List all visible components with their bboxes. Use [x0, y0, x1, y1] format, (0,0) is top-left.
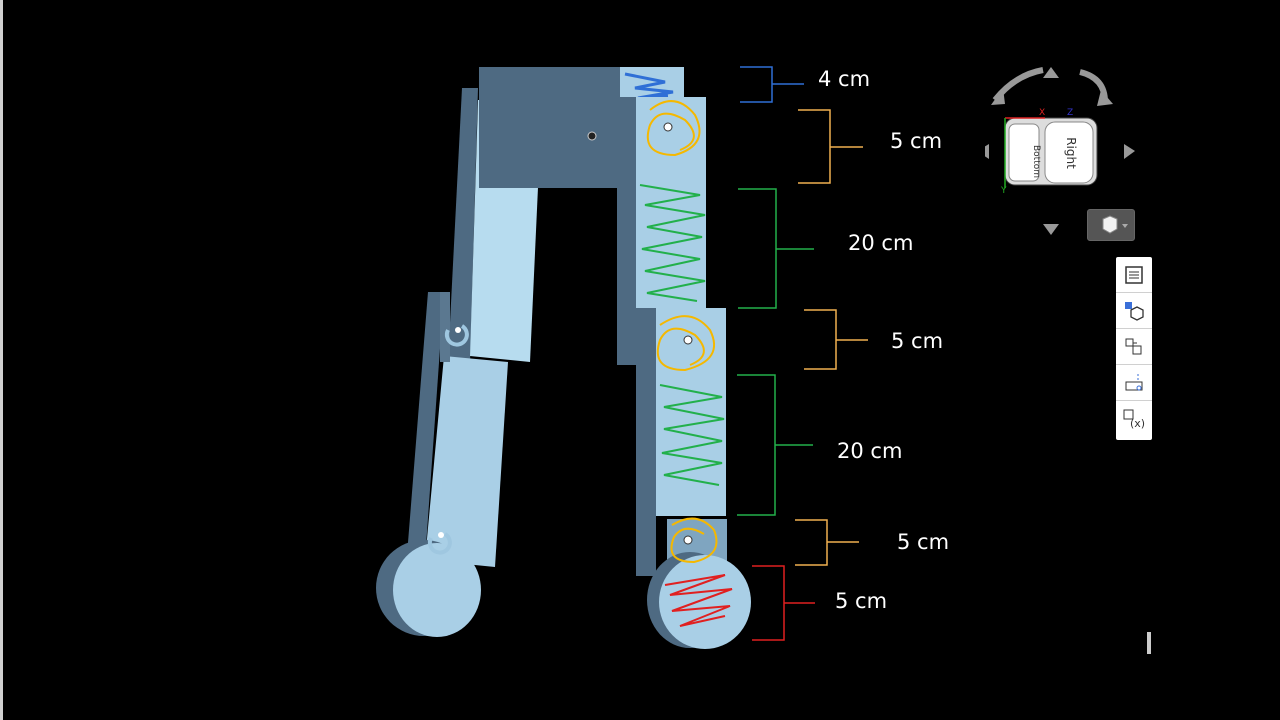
dimension-annotations [737, 66, 868, 641]
nav-right-icon [1124, 144, 1135, 159]
bracket-5cm-4 [752, 565, 815, 641]
dimension-label: 5 cm [835, 589, 888, 613]
bracket-5cm-3 [795, 519, 859, 566]
rotate-left-arrow-head-icon [991, 88, 1005, 105]
body-top-plate [479, 67, 621, 188]
cube-face-bottom [1008, 123, 1040, 182]
rotate-icon [427, 532, 452, 555]
body-block[interactable] [479, 67, 684, 188]
view-options-dropdown[interactable] [1087, 209, 1135, 241]
text-cursor [1147, 632, 1151, 654]
rotate-icon [444, 324, 469, 347]
section-view-icon[interactable] [1116, 365, 1152, 401]
nav-up-icon [1043, 67, 1059, 78]
chevron-down-icon [1122, 224, 1128, 228]
dimension-label: 5 cm [890, 129, 943, 153]
view-toolbar: (x) [1116, 257, 1152, 440]
mate-connector-icon[interactable] [1116, 329, 1152, 365]
axis-x-label: X [1039, 108, 1046, 118]
pivot-point [683, 535, 693, 545]
left-mid-link [425, 356, 508, 567]
scribble-red [664, 574, 733, 627]
right-upper-link-side [617, 97, 636, 365]
dimension-label: 20 cm [837, 439, 903, 463]
left-upper-link-side [448, 88, 478, 365]
left-mid-link-side [407, 292, 444, 560]
variables-table-icon[interactable]: (x) [1116, 401, 1152, 437]
pivot-point [663, 122, 673, 132]
rotate-right-arrow-head-icon [1097, 90, 1113, 106]
nav-left-icon [977, 144, 989, 159]
scribble-orange [670, 517, 718, 564]
left-hip-bracket [440, 292, 450, 362]
svg-text:(x): (x) [1130, 417, 1145, 430]
dimension-label: 5 cm [897, 530, 950, 554]
dimension-label: 4 cm [818, 67, 871, 91]
bracket-20cm-2 [737, 374, 813, 516]
axis-y-label: Y [1001, 186, 1007, 196]
bracket-20cm-1 [738, 188, 814, 309]
viewport-left-border [0, 0, 3, 720]
dimension-label: 5 cm [891, 329, 944, 353]
left-wheel [393, 543, 481, 637]
bracket-5cm-2 [804, 309, 868, 370]
bracket-4cm [740, 66, 804, 103]
instances-list-icon[interactable] [1116, 257, 1152, 293]
right-leg-assembly[interactable] [617, 97, 751, 649]
axis-z-label: Z [1067, 108, 1074, 118]
view-cube-grid-icon[interactable] [1116, 293, 1152, 329]
body-top-face [620, 67, 684, 97]
scribble-orange [656, 315, 715, 372]
cube-face-bottom-label: Bottom [1031, 145, 1041, 179]
pivot-point [455, 327, 461, 333]
dimension-label: 20 cm [848, 231, 914, 255]
nav-down-icon [1043, 224, 1059, 235]
right-wheel [659, 555, 751, 649]
pivot-point [438, 532, 444, 538]
view-cube[interactable]: Bottom Right X Z Y [977, 60, 1145, 250]
cube-face-right [1044, 121, 1094, 184]
right-lower-link-side [636, 308, 656, 576]
cube-face-right-label: Right [1063, 137, 1078, 169]
body-hole [587, 131, 597, 141]
scribble-green [639, 184, 706, 302]
scribble-green [659, 384, 725, 486]
scribble-orange [646, 100, 701, 157]
bracket-5cm-1 [798, 109, 863, 184]
cube-small-icon [1102, 215, 1118, 234]
pivot-point [683, 335, 693, 345]
